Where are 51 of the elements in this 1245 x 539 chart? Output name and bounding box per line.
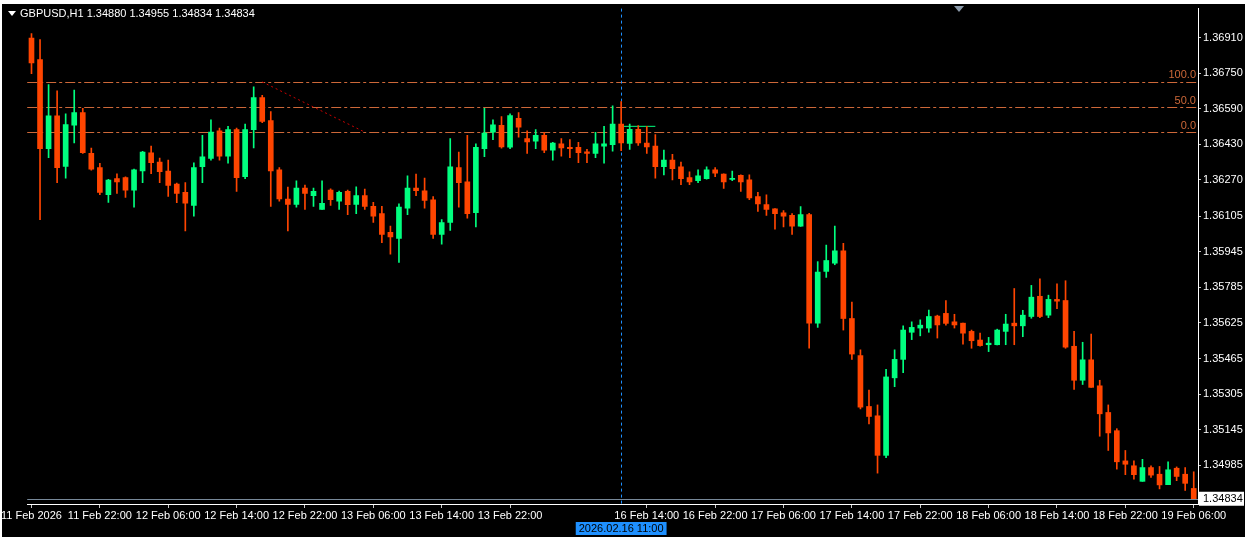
y-tick-label: 1.36590 <box>1203 101 1243 114</box>
candlestick <box>643 126 650 154</box>
candlestick <box>182 182 189 232</box>
annotation: 0.0 <box>1180 118 1196 131</box>
candlestick <box>1011 288 1018 346</box>
y-tick-label: 1.35305 <box>1203 387 1243 400</box>
x-tick-label: 18 Feb 14:00 <box>1024 508 1090 521</box>
x-tick-label: 19 Feb 06:00 <box>1161 508 1227 521</box>
candlestick <box>114 173 120 194</box>
candlestick <box>729 170 736 182</box>
x-tick-label: 18 Feb 06:00 <box>956 508 1022 521</box>
candlestick <box>772 208 778 230</box>
x-tick-label: 13 Feb 06:00 <box>340 508 406 521</box>
x-tick-label: 17 Feb 22:00 <box>887 508 953 521</box>
y-tick-label: 1.36270 <box>1203 172 1243 185</box>
y-tick-label: 1.35625 <box>1203 315 1243 328</box>
chart-title: GBPUSD,H1 1.34880 1.34955 1.34834 1.34834 <box>20 7 255 20</box>
y-tick-label: 1.34985 <box>1203 458 1243 471</box>
candlestick <box>524 130 530 154</box>
candlestick <box>319 180 325 210</box>
y-tick-label: 1.35785 <box>1203 280 1243 293</box>
annotation: 50.0 <box>1174 93 1196 106</box>
y-tick-label: 1.36430 <box>1203 137 1243 150</box>
x-tick-label: 17 Feb 14:00 <box>819 508 885 521</box>
annotation: 100.0 <box>1168 68 1196 81</box>
ref-line-label: 1.34834 <box>1203 492 1243 505</box>
x-tick-label: 12 Feb 22:00 <box>272 508 338 521</box>
y-tick-label: 1.35945 <box>1203 244 1243 257</box>
x-tick-label: 2026.02.16 11:00 <box>578 522 664 535</box>
candlestick <box>285 186 291 232</box>
x-tick-label: 11 Feb 22:00 <box>67 508 132 521</box>
y-tick-label: 1.35465 <box>1203 351 1243 364</box>
candlestick <box>584 149 590 164</box>
x-tick-label: 13 Feb 14:00 <box>409 508 475 521</box>
x-tick-label: 12 Feb 14:00 <box>204 508 270 521</box>
x-tick-label: 11 Feb 2026 <box>1 508 62 521</box>
candlestick <box>917 319 924 337</box>
x-tick-label: 12 Feb 06:00 <box>135 508 201 521</box>
y-tick-label: 1.36910 <box>1203 30 1243 43</box>
candlestick <box>567 139 573 158</box>
candlestick <box>302 184 308 210</box>
x-tick-label: 16 Feb 22:00 <box>682 508 748 521</box>
y-tick-label: 1.36750 <box>1203 66 1243 79</box>
x-tick-label: 16 Feb 14:00 <box>614 508 680 521</box>
y-tick-label: 1.35145 <box>1203 422 1243 435</box>
x-tick-label: 13 Feb 22:00 <box>477 508 543 521</box>
x-tick-label: 18 Feb 22:00 <box>1092 508 1158 521</box>
candlestick <box>1054 283 1060 310</box>
x-tick-label: 17 Feb 06:00 <box>751 508 816 521</box>
candlestick <box>413 173 419 196</box>
y-tick-label: 1.36105 <box>1203 209 1243 222</box>
